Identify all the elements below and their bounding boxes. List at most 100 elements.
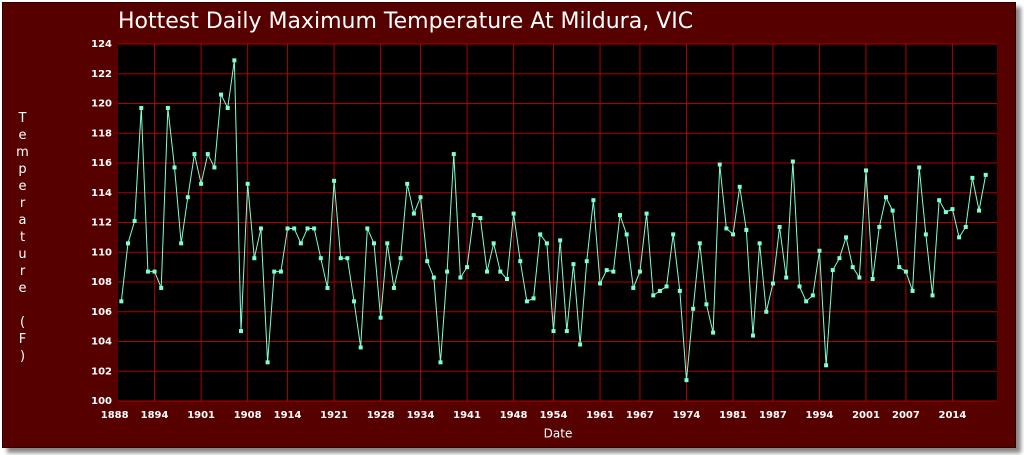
data-point: [265, 360, 270, 365]
data-point: [312, 226, 317, 231]
data-point: [491, 241, 496, 246]
x-tick-label: 1967: [626, 410, 654, 421]
data-point: [272, 269, 277, 274]
data-point: [631, 285, 636, 290]
data-point: [365, 226, 370, 231]
data-point: [598, 281, 603, 286]
data-point: [830, 268, 835, 273]
data-point: [837, 256, 842, 261]
data-point: [358, 345, 363, 350]
data-point: [618, 213, 623, 218]
data-point: [604, 268, 609, 273]
data-point: [937, 198, 942, 203]
data-point: [777, 224, 782, 229]
data-point: [930, 293, 935, 298]
x-tick-label: 1894: [141, 410, 169, 421]
data-point: [378, 315, 383, 320]
y-tick-label: 104: [91, 337, 112, 348]
data-point: [704, 302, 709, 307]
data-point: [298, 241, 303, 246]
data-point: [185, 195, 190, 200]
data-point: [411, 211, 416, 216]
data-point: [770, 281, 775, 286]
x-tick-label: 2001: [852, 410, 880, 421]
x-tick-label: 1954: [540, 410, 568, 421]
data-point: [697, 241, 702, 246]
data-point: [252, 256, 257, 261]
data-point: [538, 232, 543, 237]
x-tick-label: 1914: [274, 410, 302, 421]
x-tick-label: 1921: [320, 410, 348, 421]
data-point: [790, 159, 795, 164]
data-point: [883, 195, 888, 200]
y-tick-label: 120: [91, 99, 112, 110]
data-point: [750, 333, 755, 338]
data-point: [165, 105, 170, 110]
data-point: [199, 181, 204, 186]
data-point: [285, 226, 290, 231]
x-tick-label: 1961: [586, 410, 614, 421]
data-point: [471, 213, 476, 218]
data-point: [844, 235, 849, 240]
data-point: [817, 248, 822, 253]
data-point: [657, 288, 662, 293]
data-point: [757, 241, 762, 246]
x-tick-label: 1888: [101, 410, 129, 421]
chart-frame: Hottest Daily Maximum Temperature At Mil…: [2, 2, 1016, 448]
data-point: [611, 269, 616, 274]
x-tick-label: 1934: [407, 410, 435, 421]
data-point: [564, 329, 569, 334]
data-point: [225, 105, 230, 110]
data-point: [571, 262, 576, 267]
y-tick-label: 110: [91, 247, 112, 258]
data-point: [205, 152, 210, 157]
data-point: [431, 275, 436, 280]
data-point: [744, 227, 749, 232]
data-point: [578, 342, 583, 347]
data-point: [352, 299, 357, 304]
y-tick-label: 106: [91, 307, 112, 318]
data-point: [139, 105, 144, 110]
y-tick-label: 100: [91, 396, 112, 407]
x-tick-label: 1901: [187, 410, 215, 421]
y-tick-label: 122: [91, 69, 112, 80]
chart-title: Hottest Daily Maximum Temperature At Mil…: [118, 9, 693, 34]
data-point: [850, 265, 855, 270]
data-point: [212, 165, 217, 170]
data-point: [584, 259, 589, 264]
data-point: [671, 232, 676, 237]
data-point: [498, 269, 503, 274]
data-point: [677, 288, 682, 293]
data-point: [737, 184, 742, 189]
data-point: [684, 378, 689, 383]
data-point: [305, 226, 310, 231]
data-point: [518, 259, 523, 264]
data-point: [784, 275, 789, 280]
data-point: [524, 299, 529, 304]
data-point: [957, 235, 962, 240]
x-axis-label: Date: [544, 427, 573, 441]
data-point: [425, 259, 430, 264]
data-point: [531, 296, 536, 301]
data-point: [258, 226, 263, 231]
data-point: [551, 329, 556, 334]
x-tick-label: 1948: [500, 410, 528, 421]
data-point: [458, 275, 463, 280]
data-point: [145, 269, 150, 274]
data-point: [890, 208, 895, 213]
data-point: [159, 285, 164, 290]
data-point: [797, 284, 802, 289]
data-point: [870, 277, 875, 282]
data-point: [917, 165, 922, 170]
data-point: [691, 306, 696, 311]
data-point: [724, 226, 729, 231]
x-tick-label: 1941: [453, 410, 481, 421]
data-point: [664, 284, 669, 289]
data-point: [963, 224, 968, 229]
y-tick-label: 108: [91, 277, 112, 288]
data-point: [445, 269, 450, 274]
y-tick-label: 102: [91, 366, 112, 377]
data-point: [485, 269, 490, 274]
data-point: [125, 241, 130, 246]
data-point: [717, 162, 722, 167]
